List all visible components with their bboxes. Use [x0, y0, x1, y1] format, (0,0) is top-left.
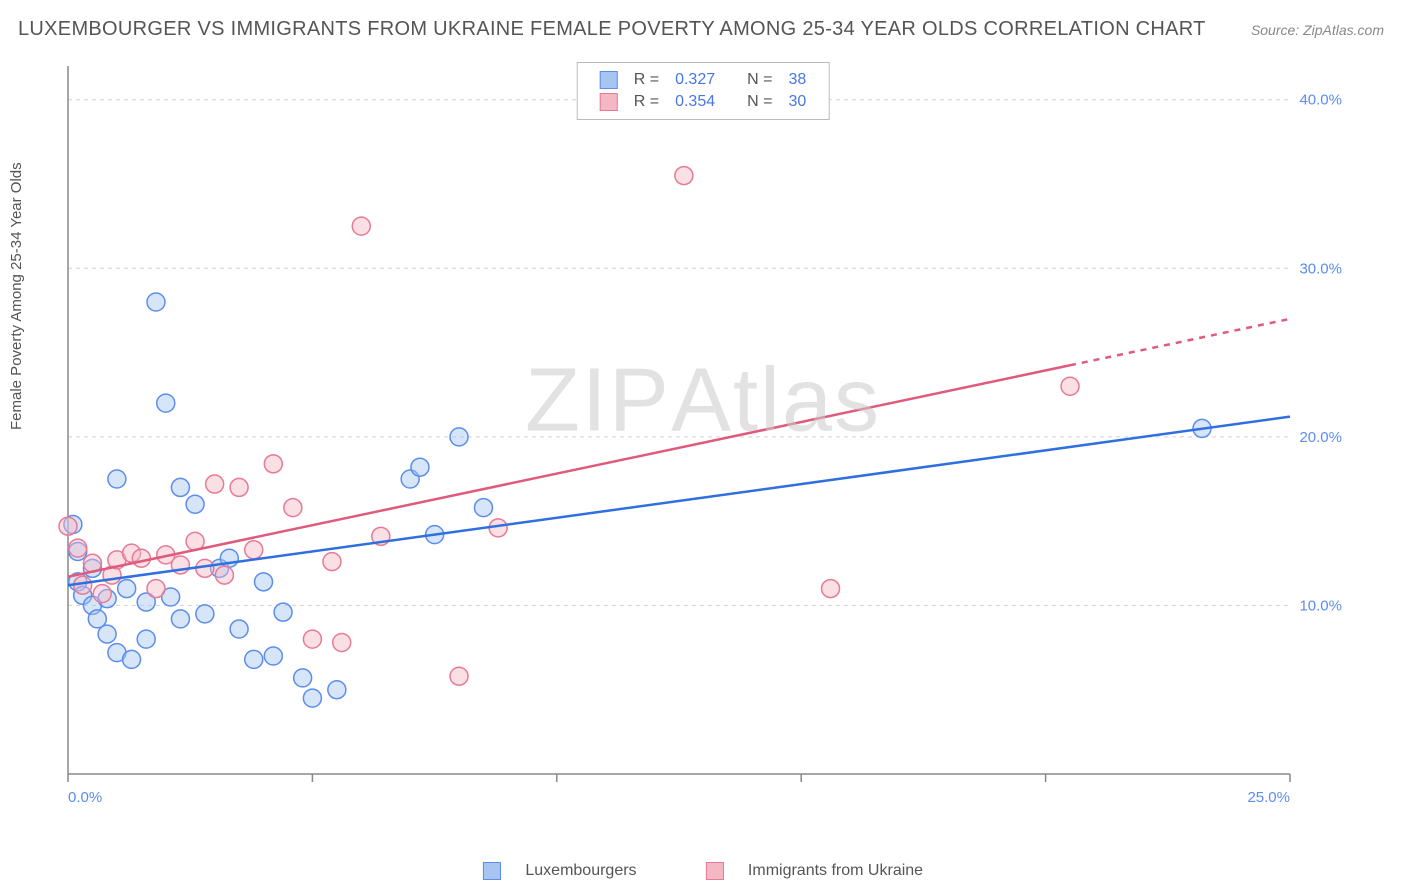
legend-n-label: N = — [739, 69, 780, 91]
svg-text:10.0%: 10.0% — [1299, 597, 1342, 614]
legend-series-label: Immigrants from Ukraine — [748, 862, 923, 879]
legend-r-label: R = — [626, 69, 667, 91]
chart-container: LUXEMBOURGER VS IMMIGRANTS FROM UKRAINE … — [0, 0, 1406, 892]
legend-row: R = 0.354 N = 30 — [592, 91, 815, 113]
legend-correlation: R = 0.327 N = 38 R = 0.354 N = 30 — [577, 62, 830, 120]
svg-text:30.0%: 30.0% — [1299, 260, 1342, 277]
legend-n-label: N = — [739, 91, 780, 113]
svg-text:25.0%: 25.0% — [1247, 789, 1290, 806]
legend-r-value: 0.354 — [667, 91, 723, 113]
legend-swatch-icon — [600, 93, 618, 111]
scatter-plot-svg: 10.0% 20.0% 30.0% 40.0% 0.0% 25.0% — [50, 60, 1350, 820]
svg-text:20.0%: 20.0% — [1299, 429, 1342, 446]
y-axis-label: Female Poverty Among 25-34 Year Olds — [8, 162, 25, 430]
svg-text:0.0%: 0.0% — [68, 789, 102, 806]
plot-area: 10.0% 20.0% 30.0% 40.0% 0.0% 25.0% — [50, 60, 1350, 820]
legend-n-value: 38 — [780, 69, 814, 91]
svg-text:40.0%: 40.0% — [1299, 92, 1342, 109]
legend-swatch-icon — [600, 71, 618, 89]
source-attribution: Source: ZipAtlas.com — [1251, 22, 1384, 38]
legend-r-label: R = — [626, 91, 667, 113]
legend-row: R = 0.327 N = 38 — [592, 69, 815, 91]
legend-series-label: Luxembourgers — [525, 862, 636, 879]
legend-swatch-icon — [483, 862, 501, 880]
legend-swatch-icon — [705, 862, 723, 880]
legend-r-value: 0.327 — [667, 69, 723, 91]
chart-title: LUXEMBOURGER VS IMMIGRANTS FROM UKRAINE … — [18, 18, 1206, 41]
legend-series: Luxembourgers Immigrants from Ukraine — [473, 862, 933, 880]
legend-n-value: 30 — [780, 91, 814, 113]
